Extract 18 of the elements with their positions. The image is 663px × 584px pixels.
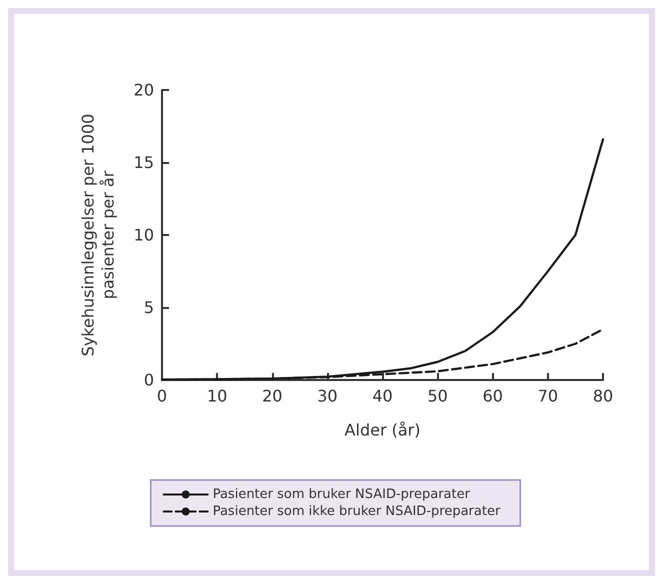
y-tick-label: 10 — [134, 226, 154, 244]
legend-label: Pasienter som ikke bruker NSAID-preparater — [212, 504, 501, 519]
x-tick-label: 50 — [427, 386, 448, 406]
y-tick-label: 5 — [144, 298, 154, 317]
x-tick-label: 10 — [206, 386, 228, 406]
x-tick-label: 60 — [482, 386, 503, 406]
x-tick-label: 80 — [592, 386, 614, 406]
x-tick-label: 40 — [372, 386, 393, 406]
y-axis-title: Sykehusinnleggelser per 1000 pasienter per år — [78, 114, 118, 356]
y-tick-label: 15 — [134, 153, 154, 172]
y-tick-label: 20 — [134, 80, 154, 100]
x-axis-title: Alder (år) — [344, 420, 420, 440]
y-tick-label: 0 — [144, 370, 154, 390]
x-tick-label: 0 — [156, 386, 168, 406]
x-tick-label: 30 — [317, 386, 338, 406]
x-tick-label: 20 — [262, 386, 282, 406]
x-tick-label: 70 — [538, 386, 558, 406]
legend-label: Pasienter som bruker NSAID-preparater — [212, 487, 471, 502]
